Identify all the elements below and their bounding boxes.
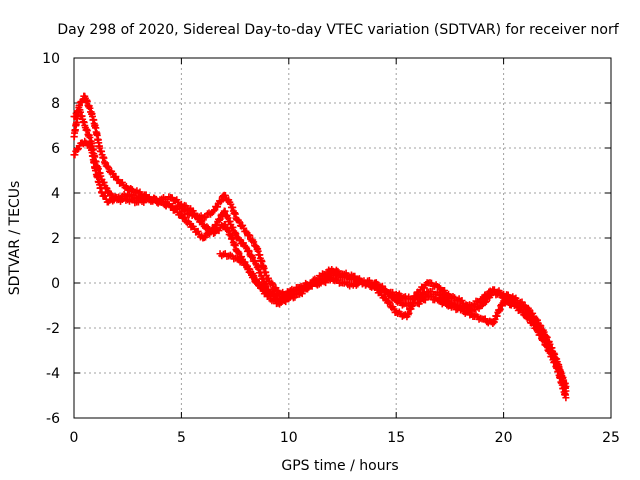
data-point [215,216,223,224]
data-point [258,282,266,290]
data-point [217,197,225,205]
x-tick-label: 20 [495,430,513,446]
data-point [481,298,489,306]
y-tick-label: 4 [51,186,60,202]
y-tick-label: 10 [42,51,60,67]
data-point [562,394,570,402]
y-tick-label: 6 [51,141,60,157]
data-point [210,207,218,215]
data-point [71,151,79,159]
data-point [107,190,115,198]
data-point [181,214,189,222]
x-tick-labels: 0 5 10 15 20 25 [70,430,620,446]
data-point [216,198,224,206]
series-track-a [70,92,570,395]
data-marks [70,92,570,402]
y-tick-label: -2 [46,321,60,337]
y-tick-label: 8 [51,96,60,112]
data-point [385,289,393,297]
data-point [386,299,394,307]
gridlines [74,58,611,418]
data-point [254,279,262,287]
x-tick-label: 0 [70,430,79,446]
axis-ticks [73,57,612,419]
data-point [210,225,218,233]
data-point [215,227,223,235]
data-point [202,233,210,241]
data-point [213,221,221,229]
y-tick-labels: -6 -4 -2 0 2 4 6 8 10 [42,51,60,427]
data-point [113,176,121,183]
data-point [250,274,258,282]
chart-title: Day 298 of 2020, Sidereal Day-to-day VTE… [57,22,619,38]
data-point [268,279,276,287]
data-point [236,236,244,244]
data-point [533,321,541,329]
x-tick-label: 10 [280,430,298,446]
data-point [420,284,428,292]
data-point [482,297,490,305]
data-point [274,290,282,298]
data-point [103,162,111,170]
data-point [235,218,243,226]
x-tick-label: 15 [387,430,405,446]
data-point [463,301,471,309]
data-point [441,286,449,294]
series-track-b [70,137,570,402]
data-point [537,326,545,334]
data-point [239,257,247,265]
data-point [246,232,254,240]
data-point [250,238,258,246]
data-point [385,298,393,306]
data-point [74,146,82,154]
data-point [106,189,114,197]
series-track-d [216,250,282,299]
data-point [562,383,570,390]
data-point [386,290,394,298]
data-point [216,215,224,223]
data-point [259,284,267,292]
y-tick-label: -6 [46,411,60,427]
data-point [269,280,277,288]
y-axis-label: SDTVAR / TECUs [7,181,23,296]
data-point [247,268,255,276]
y-tick-label: 0 [51,276,60,292]
x-tick-label: 25 [602,430,620,446]
data-point [194,227,202,235]
data-point [540,333,548,341]
data-point [221,192,229,200]
data-point [203,223,211,231]
series-track-c [70,106,570,390]
data-point [197,217,205,225]
data-point [118,178,126,186]
data-point [525,311,533,319]
data-point [104,164,112,172]
data-point [214,203,222,211]
data-point [71,113,79,121]
y-tick-label: -4 [46,366,60,382]
x-tick-label: 5 [177,430,186,446]
data-point [249,273,257,281]
x-axis-label: GPS time / hours [281,458,398,474]
data-point [245,247,253,255]
data-point [435,284,443,291]
data-point [194,212,202,220]
y-tick-label: 2 [51,231,60,247]
